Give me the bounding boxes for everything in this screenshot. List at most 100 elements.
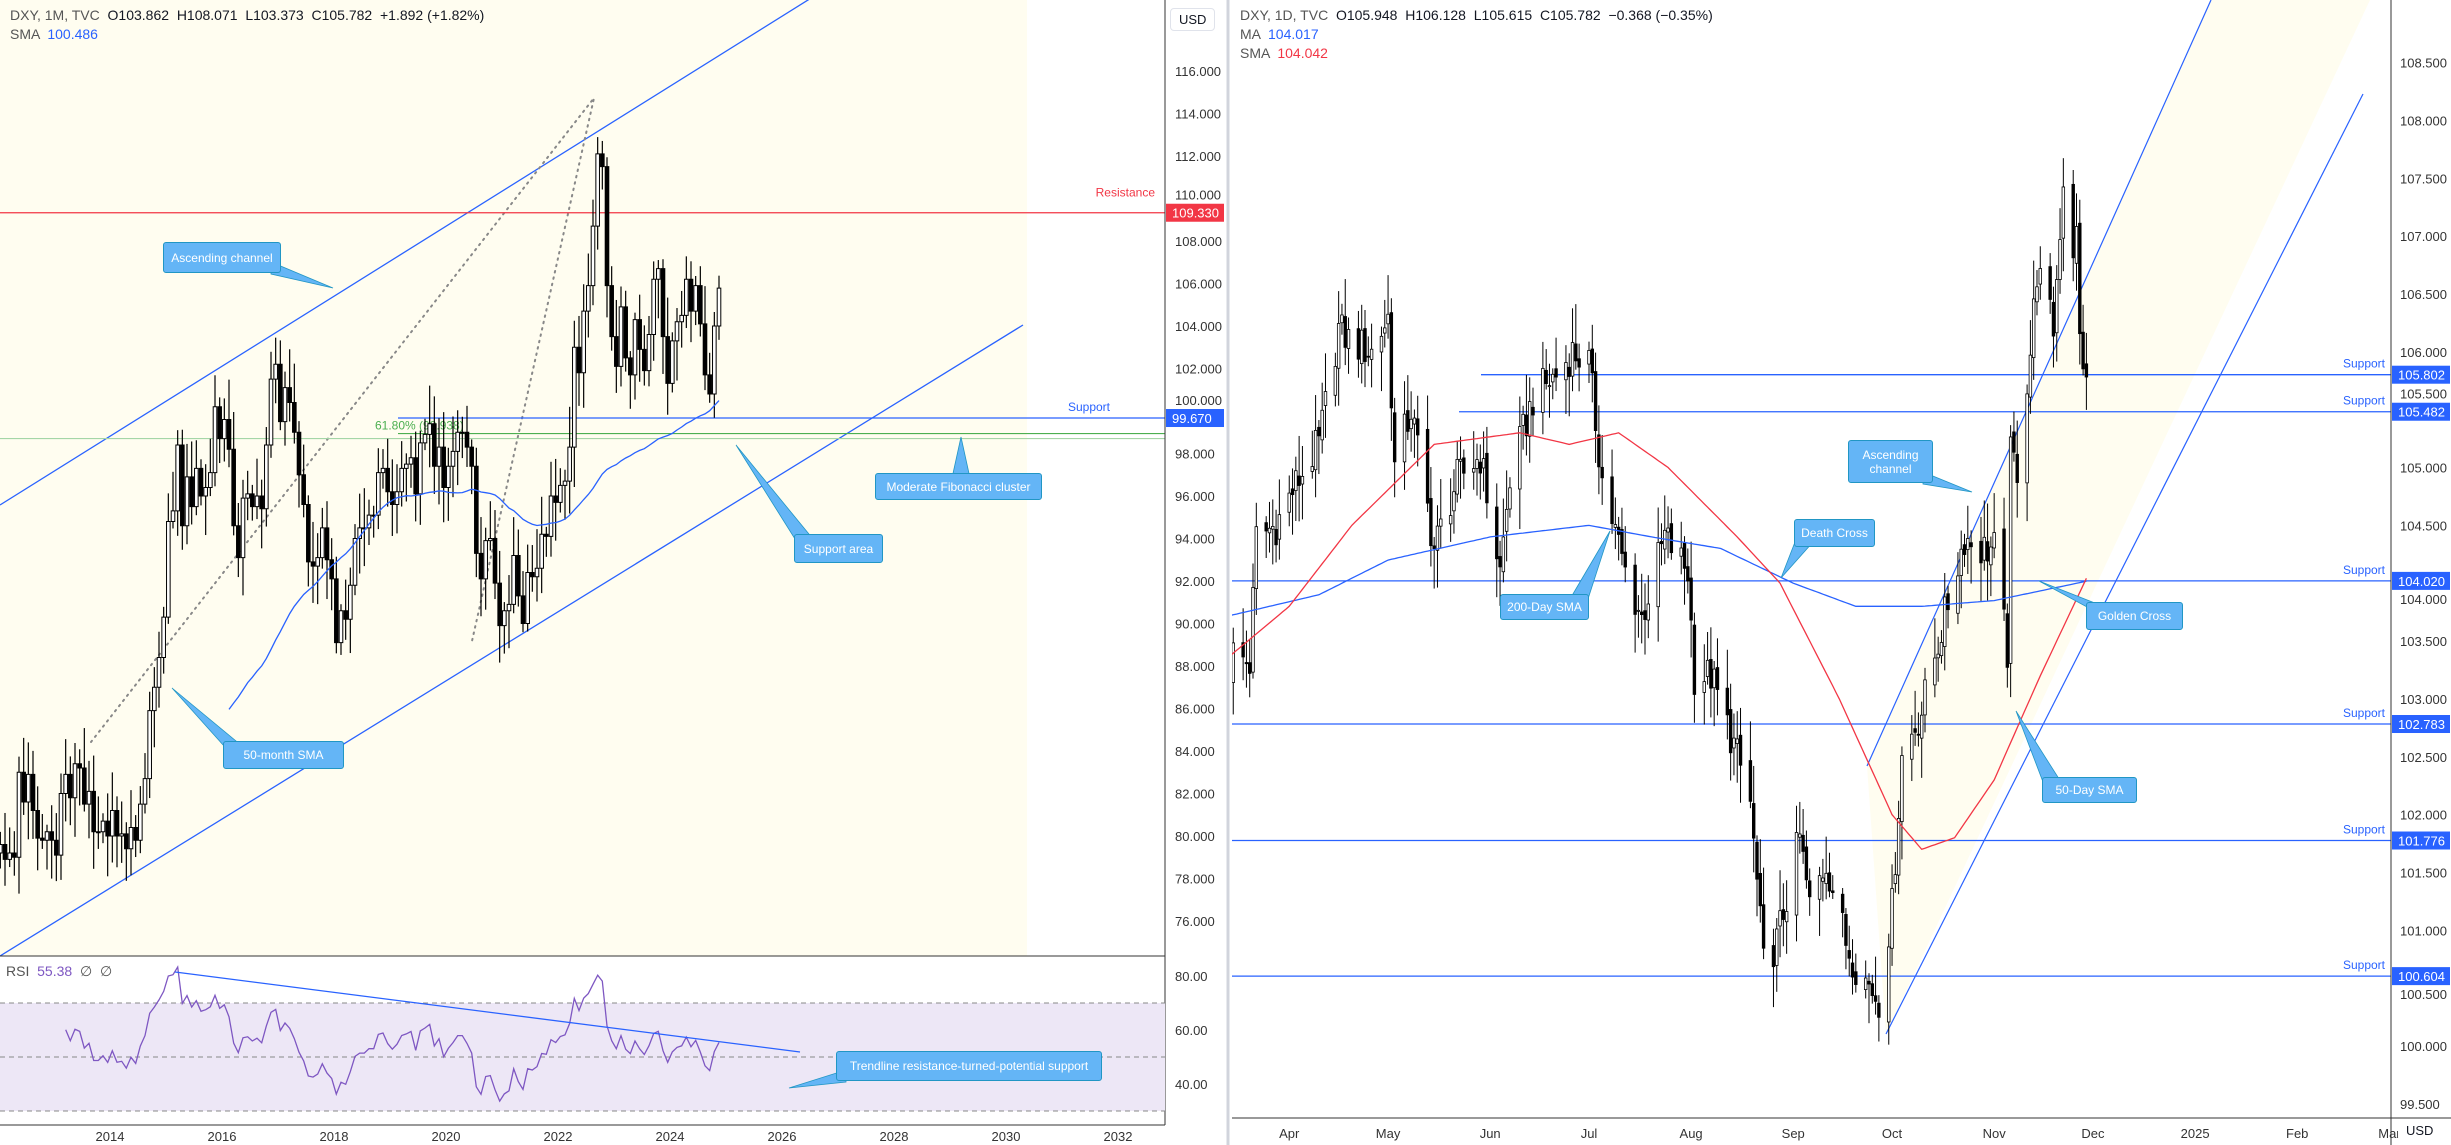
right-x-tick: Jun [1480,1126,1501,1141]
candle-up [1893,874,1898,885]
right-x-tick: 2025 [2181,1126,2210,1141]
candle-down [35,810,40,839]
candle-up [1735,738,1739,744]
candle-up [161,616,166,658]
support-price-tag [2392,967,2450,986]
rsi-y-tick: 60.00 [1175,1023,1208,1038]
right-currency-button[interactable]: USD [2398,1120,2442,1141]
candle-down [2,844,8,860]
candle-down [665,336,670,384]
candle-up [1518,426,1522,490]
candle-down [413,457,418,495]
candle-down [1600,466,1604,479]
candle-up [1896,818,1901,876]
candle-up [1481,458,1486,469]
candle-down [576,346,582,374]
right-y-tick: 104.000 [2400,592,2447,607]
candle-up [184,476,190,527]
candle-down [516,555,521,597]
candle-up [194,467,199,508]
candle-up [240,497,246,559]
support-price-tag-text: 99.670 [1172,411,1212,426]
candle-up [2058,239,2062,280]
sma-50-day-line [1232,432,2087,851]
candle-down [1290,488,1295,496]
right-symbol[interactable]: DXY, 1D, TVC [1240,7,1329,23]
candle-up [58,793,64,856]
candle-up [1528,401,1532,437]
rsi-y-tick: 40.00 [1175,1077,1208,1092]
left-symbol[interactable]: DXY, 1M, TVC [10,7,100,23]
candle-up [1267,527,1272,534]
callout-50-day-sma: 50-Day SMA [2042,777,2137,803]
candle-down [82,767,87,805]
right-x-tick: Feb [2286,1126,2308,1141]
left-x-tick: 2020 [432,1129,461,1144]
candle-up [1232,642,1235,683]
candle-down [1623,551,1627,568]
right-y-tick: 102.000 [2400,808,2447,823]
candle-down [1847,950,1851,959]
right-y-tick: 103.000 [2400,692,2447,707]
candle-down [1389,312,1394,409]
candle-down [1317,426,1321,437]
candle-up [674,321,680,342]
candle-up [684,278,689,316]
candle-up [656,268,661,280]
right-y-tick: 107.500 [2400,171,2447,186]
left-y-tick: 82.000 [1175,787,1215,802]
candle-up [2061,186,2066,239]
callout-support-area: Support area [794,534,883,563]
daily-channel-shading [1867,0,2370,1034]
callout-pointer [2015,710,2062,783]
left-y-tick: 76.000 [1175,914,1215,929]
rsi-label[interactable]: RSI [6,963,30,979]
left-currency-button[interactable]: USD [1170,8,1216,31]
right-sma-label[interactable]: SMA [1240,45,1270,61]
candle-up [1923,679,1927,716]
left-sma-label[interactable]: SMA [10,26,40,42]
candle-up [1636,609,1641,612]
candle-up [1369,348,1374,360]
candle-up [2008,436,2013,664]
candle-down [1686,566,1690,582]
candle-up [1412,417,1417,425]
candle-up [1254,526,1259,589]
candle-up [1989,546,1993,566]
support-price-tag-text: 105.802 [2398,368,2445,383]
candle-down [1406,410,1410,432]
candle-up [586,285,591,312]
left-y-tick: 86.000 [1175,702,1215,717]
left-y-tick: 114.000 [1175,107,1221,122]
candle-up [16,771,22,858]
candle-down [1567,366,1571,377]
right-x-tick: Sep [1782,1126,1805,1141]
candle-up [1409,418,1413,430]
right-y-tick: 99.500 [2400,1097,2440,1112]
candle-up [0,844,3,854]
right-ma-label[interactable]: MA [1240,26,1261,42]
candle-up [100,820,106,833]
candle-up [693,285,698,312]
candle-up [1508,487,1512,510]
right-y-tick: 106.000 [2400,345,2447,360]
candle-up [212,406,218,474]
candle-up [1712,668,1716,689]
candle-up [595,153,600,227]
candle-up [282,387,288,423]
candle-up [96,831,101,834]
candle-down [124,833,129,850]
candle-down [698,285,703,325]
candle-up [670,340,675,384]
candle-down [40,837,45,841]
candle-up [651,278,656,335]
candle-down [1840,893,1845,913]
candle-up [1666,527,1670,533]
candle-up [175,444,180,512]
support-price-tag [2392,715,2450,734]
candle-down [1495,506,1499,560]
candle-up [1452,491,1456,512]
candle-down [478,552,484,580]
left-y-tick: 96.000 [1175,489,1215,504]
